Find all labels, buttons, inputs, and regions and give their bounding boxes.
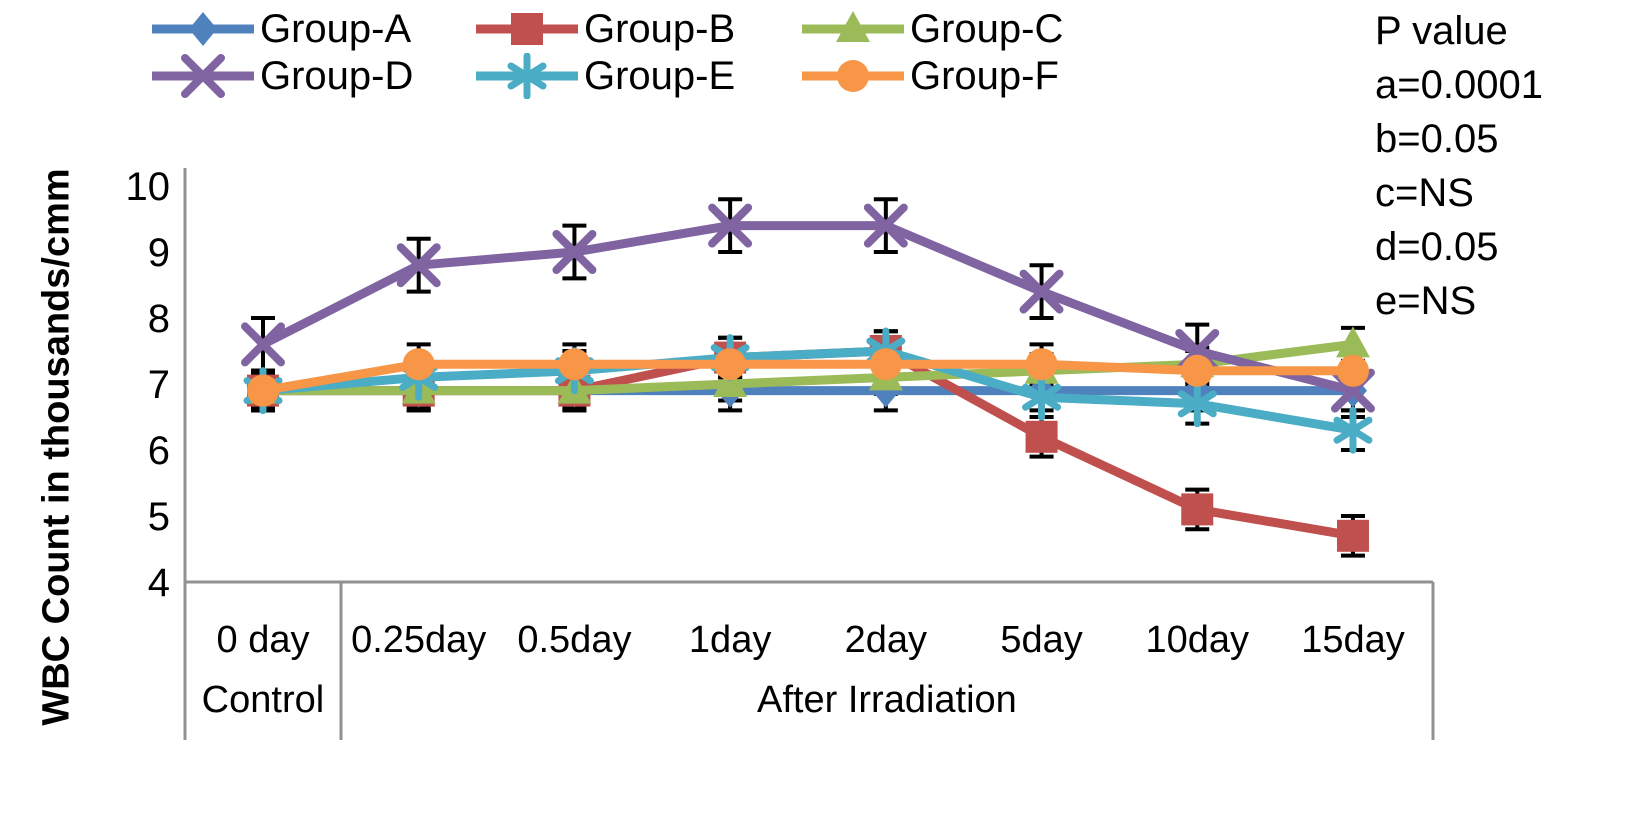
x-group-label: Control: [202, 679, 325, 721]
marker-square-icon: [1181, 493, 1214, 526]
marker-asterisk-icon: [507, 53, 547, 99]
y-tick-label: 5: [148, 495, 170, 539]
legend-label: Group-D: [260, 53, 414, 98]
marker-circle-icon: [1336, 354, 1369, 387]
marker-x-icon: [552, 230, 597, 274]
marker-triangle-icon: [1335, 326, 1370, 358]
marker-square-icon: [1336, 519, 1369, 552]
x-group-labels: Control After Irradiation: [202, 679, 1017, 721]
legend-item-group-d: Group-D: [148, 53, 413, 99]
y-tick-label: 10: [126, 165, 171, 209]
axis-frame: [183, 168, 1435, 740]
legend-marker-group-b: [476, 13, 578, 45]
marker-x-icon: [1019, 269, 1064, 314]
y-tick-label: 7: [148, 363, 170, 407]
y-tick-label: 4: [148, 561, 170, 605]
marker-circle-icon: [837, 60, 869, 92]
marker-x-icon: [396, 243, 441, 288]
marker-x-icon: [708, 203, 753, 248]
legend-item-group-f: Group-F: [798, 53, 1059, 99]
legend-label: Group-C: [910, 6, 1064, 51]
x-category-label: 0 day: [217, 619, 310, 661]
legend-marker-group-c: [802, 11, 904, 42]
marker-asterisk-icon: [1022, 373, 1062, 421]
y-tick-label: 6: [148, 429, 170, 473]
x-category-label: 2day: [845, 619, 927, 661]
p-value-line: e=NS: [1375, 279, 1477, 323]
p-value-line: b=0.05: [1375, 117, 1499, 161]
marker-asterisk-icon: [1333, 406, 1373, 454]
marker-x-icon: [241, 322, 285, 367]
p-value-title: P value: [1375, 9, 1508, 53]
series-group-d: [241, 203, 1375, 413]
marker-x-icon: [863, 203, 908, 248]
series-group-d-line: [260, 221, 1355, 395]
p-value-line: d=0.05: [1375, 225, 1499, 269]
marker-circle-icon: [1181, 354, 1214, 387]
marker-circle-icon: [869, 348, 902, 381]
legend-item-group-e: Group-E: [472, 53, 735, 99]
marker-asterisk-icon: [1177, 380, 1217, 428]
y-tick-label: 9: [148, 231, 170, 275]
series-group-f: [247, 348, 1369, 407]
marker-circle-icon: [247, 374, 279, 407]
marker-diamond-icon: [189, 12, 217, 46]
p-value-line: a=0.0001: [1375, 63, 1543, 107]
legend-marker-group-a: [152, 12, 254, 46]
marker-circle-icon: [402, 348, 435, 381]
x-category-label: 10day: [1145, 619, 1249, 661]
legend-item-group-c: Group-C: [798, 6, 1063, 52]
marker-triangle-icon: [836, 11, 870, 42]
legend-marker-group-f: [802, 60, 904, 92]
marker-square-icon: [511, 13, 543, 45]
legend-label: Group-B: [584, 6, 736, 51]
marker-x-icon: [181, 54, 225, 98]
marker-square-icon: [1025, 420, 1058, 453]
series-group-e-line: [262, 346, 1354, 435]
p-value-annotation: P value a=0.0001 b=0.05 c=NS d=0.05 e=NS: [1375, 4, 1543, 328]
x-category-label: 0.5day: [517, 619, 631, 661]
legend-label: Group-E: [584, 53, 736, 98]
series-group-f-line: [262, 359, 1353, 396]
y-tick-label: 8: [148, 297, 170, 341]
legend-label: Group-A: [260, 6, 412, 51]
marker-circle-icon: [558, 348, 591, 381]
marker-circle-icon: [1025, 348, 1058, 381]
x-category-label: 0.25day: [351, 619, 486, 661]
legend-marker-group-d: [152, 54, 254, 98]
p-value-line: c=NS: [1375, 171, 1474, 215]
x-category-label: 5day: [1000, 619, 1082, 661]
legend-label: Group-F: [910, 53, 1059, 98]
marker-triangle-icon: [713, 366, 748, 397]
legend-marker-group-e: [476, 53, 578, 99]
x-category-label: 1day: [689, 619, 771, 661]
x-group-label: After Irradiation: [757, 679, 1017, 721]
x-category-label: 15day: [1301, 619, 1405, 661]
x-category-labels: 0 day 0.25day 0.5day 1day 2day 5day 10day 15day: [217, 619, 1405, 661]
legend-item-group-b: Group-B: [472, 6, 735, 52]
marker-circle-icon: [714, 348, 747, 381]
y-tick-labels: 10 9 8 7 6 5 4: [126, 165, 171, 605]
legend-item-group-a: Group-A: [148, 6, 411, 52]
